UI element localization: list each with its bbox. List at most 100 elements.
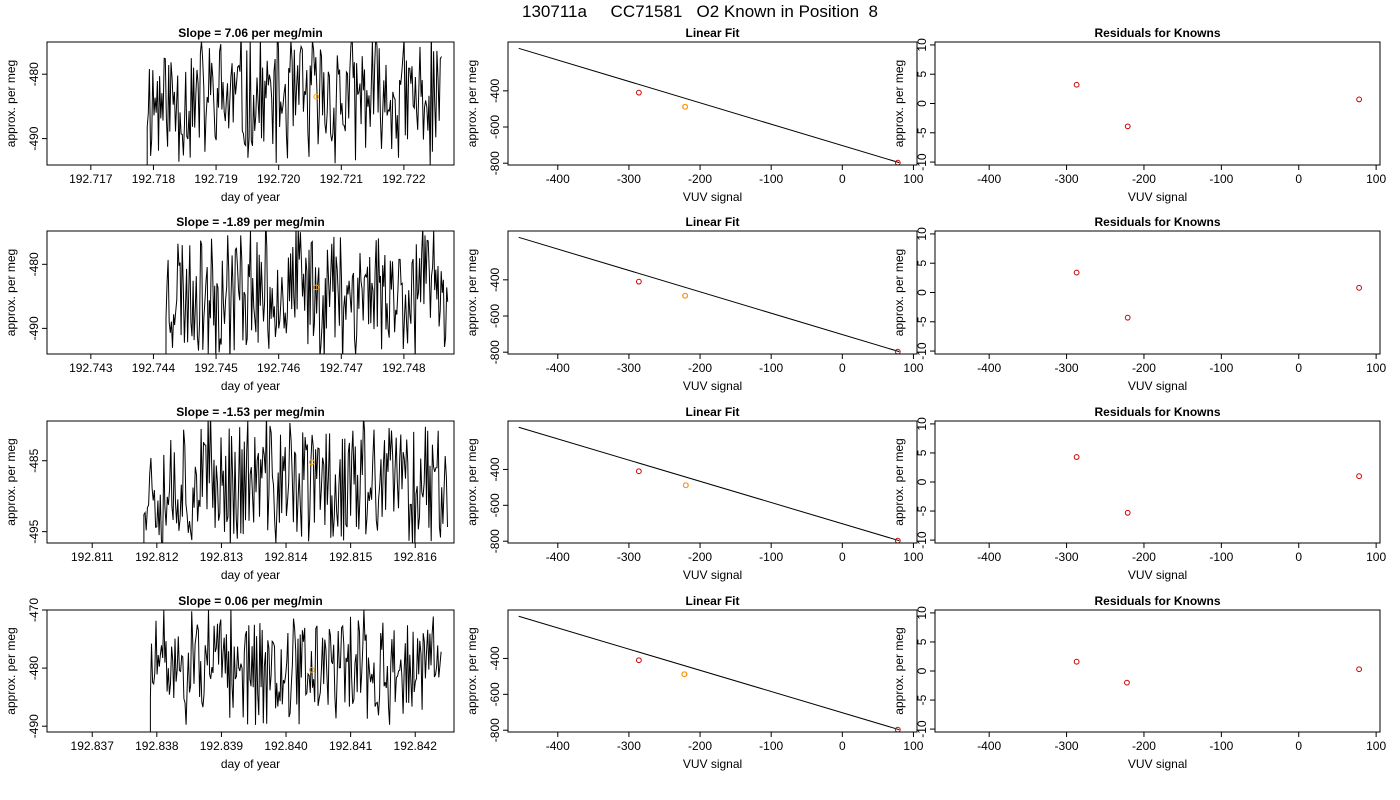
plot-area xyxy=(1073,269,1363,321)
x-tick-label: 0 xyxy=(1295,550,1302,564)
known-point xyxy=(894,537,901,543)
plot-area xyxy=(518,615,901,732)
x-tick-label: 0 xyxy=(1295,361,1302,375)
x-tick-label: 100 xyxy=(903,361,923,375)
x-axis-label: VUV signal xyxy=(683,757,742,771)
panel-title: Slope = -1.53 per meg/min xyxy=(176,405,324,419)
y-axis-label: approx. per meg xyxy=(4,627,18,714)
y-tick-label: -490 xyxy=(27,316,41,340)
y-tick-label: -800 xyxy=(488,151,502,175)
x-tick-label: 0 xyxy=(1295,172,1302,186)
panel-title: Residuals for Knowns xyxy=(1094,26,1220,40)
panel-4-time-series: Slope = 0.06 per meg/min day of year appro… xyxy=(4,594,455,771)
x-tick-label: -200 xyxy=(1132,550,1156,564)
unknown-point xyxy=(681,671,688,678)
y-tick-label: -5 xyxy=(915,694,929,705)
x-tick-label: 192.812 xyxy=(135,550,179,564)
y-tick-label: 10 xyxy=(915,606,929,620)
y-tick-label: 0 xyxy=(915,478,929,485)
x-tick-label: -300 xyxy=(1055,172,1079,186)
x-axis-label: day of year xyxy=(221,379,280,393)
x-tick-label: 192.813 xyxy=(200,550,244,564)
x-tick-label: 192.744 xyxy=(132,361,176,375)
plot-area xyxy=(1073,81,1363,130)
y-tick-label: -400 xyxy=(488,79,502,103)
x-tick-label: 100 xyxy=(903,739,923,753)
x-tick-label: 0 xyxy=(839,550,846,564)
y-tick-label: -470 xyxy=(27,598,41,622)
y-tick-label: 5 xyxy=(915,449,929,456)
panel-4-linear-fit: Linear Fit VUV signal approx. per meg -400 -… xyxy=(465,594,924,771)
x-tick-label: -300 xyxy=(617,361,641,375)
plot-frame xyxy=(934,230,1381,355)
panel-1-linear-fit: Linear Fit VUV signal approx. per meg -400 -… xyxy=(465,26,924,204)
y-tick-label: 10 xyxy=(915,417,929,431)
x-axis-label: VUV signal xyxy=(683,379,742,393)
x-tick-label: 192.839 xyxy=(200,739,244,753)
panel-1-time-series: Slope = 7.06 per meg/min day of year appro… xyxy=(4,26,455,204)
x-tick-label: -200 xyxy=(688,739,712,753)
page-title: 130711a CC71581 O2 Known in Position 8 xyxy=(522,2,878,21)
residual-point xyxy=(1073,81,1080,88)
x-tick-label: 100 xyxy=(1366,739,1386,753)
x-tick-label: -100 xyxy=(1209,361,1233,375)
y-tick-label: -800 xyxy=(488,718,502,742)
x-tick-label: 192.840 xyxy=(264,739,308,753)
x-tick-label: -400 xyxy=(977,172,1001,186)
unknown-point xyxy=(308,666,315,673)
x-axis-label: VUV signal xyxy=(1128,379,1187,393)
x-tick-label: 192.815 xyxy=(329,550,373,564)
x-axis-label: day of year xyxy=(221,190,280,204)
y-tick-label: -5 xyxy=(915,316,929,327)
x-axis-label: VUV signal xyxy=(1128,757,1187,771)
x-axis-label: VUV signal xyxy=(683,568,742,582)
y-tick-label: -400 xyxy=(488,646,502,670)
plot-frame xyxy=(507,609,918,733)
unknown-point xyxy=(682,292,689,299)
plot-frame xyxy=(507,230,918,355)
x-tick-label: 100 xyxy=(903,550,923,564)
x-tick-label: -200 xyxy=(1132,739,1156,753)
x-tick-label: 192.720 xyxy=(257,172,301,186)
x-tick-label: 192.718 xyxy=(132,172,176,186)
residual-point xyxy=(1073,658,1080,665)
y-tick-label: -10 xyxy=(915,153,929,171)
plot-frame xyxy=(507,420,918,544)
y-axis-label: approx. per meg xyxy=(465,438,479,525)
y-tick-label: -600 xyxy=(488,682,502,706)
y-axis-label: approx. per meg xyxy=(465,627,479,714)
x-tick-label: 0 xyxy=(839,361,846,375)
x-tick-label: 0 xyxy=(839,172,846,186)
fit-line xyxy=(518,236,900,353)
panel-title: Residuals for Knowns xyxy=(1094,405,1220,419)
residual-point xyxy=(1356,96,1363,103)
y-tick-label: 0 xyxy=(915,667,929,674)
known-point xyxy=(635,468,642,475)
x-tick-label: 192.743 xyxy=(69,361,113,375)
x-tick-label: 192.746 xyxy=(257,361,301,375)
x-tick-label: -300 xyxy=(1055,739,1079,753)
x-tick-label: -400 xyxy=(977,550,1001,564)
fit-line xyxy=(518,47,900,164)
x-tick-label: -300 xyxy=(617,172,641,186)
panel-title: Linear Fit xyxy=(685,26,739,40)
x-axis-label: VUV signal xyxy=(683,190,742,204)
y-tick-label: 5 xyxy=(915,260,929,267)
y-tick-label: -485 xyxy=(27,448,41,472)
panel-title: Linear Fit xyxy=(685,405,739,419)
plot-area xyxy=(146,42,442,165)
x-tick-label: 192.722 xyxy=(382,172,426,186)
x-tick-label: -100 xyxy=(759,172,783,186)
y-axis-label: approx. per meg xyxy=(892,627,906,714)
residual-point xyxy=(1124,509,1131,516)
panel-3-linear-fit: Linear Fit VUV signal approx. per meg -400 -… xyxy=(465,405,924,582)
x-tick-label: -100 xyxy=(759,739,783,753)
y-tick-label: -400 xyxy=(488,457,502,481)
panel-title: Slope = 0.06 per meg/min xyxy=(178,594,322,608)
plot-frame xyxy=(46,230,455,355)
panel-title: Residuals for Knowns xyxy=(1094,215,1220,229)
x-tick-label: -300 xyxy=(617,550,641,564)
x-tick-label: -200 xyxy=(688,550,712,564)
x-tick-label: 192.748 xyxy=(382,361,426,375)
x-axis-label: day of year xyxy=(221,757,280,771)
